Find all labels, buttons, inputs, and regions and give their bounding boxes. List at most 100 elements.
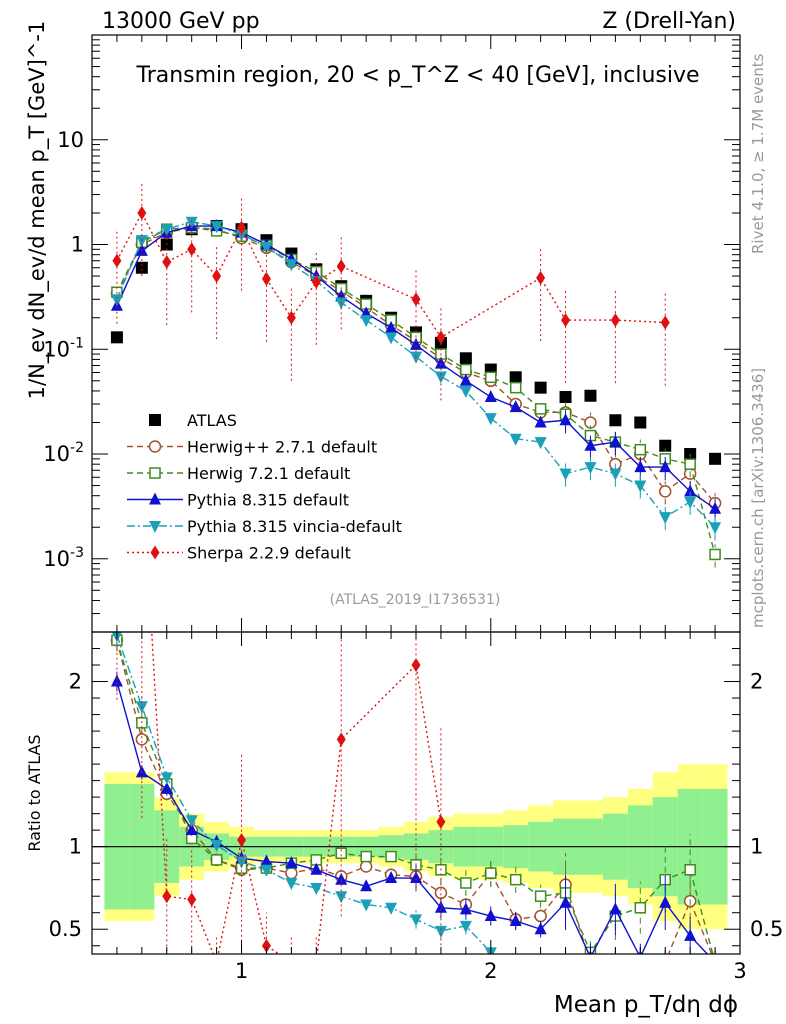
data-point	[112, 253, 122, 268]
data-point	[310, 882, 323, 895]
data-point	[509, 873, 522, 886]
data-point	[559, 391, 572, 404]
data-point	[434, 371, 447, 384]
legend: ATLAS Herwig++ 2.7.1 default Herwig 7.2.1 …	[127, 411, 402, 563]
data-point	[460, 877, 472, 889]
data-point	[635, 955, 646, 966]
data-point	[534, 415, 547, 428]
data-point	[311, 274, 321, 289]
data-point	[385, 850, 397, 863]
data-point	[212, 955, 221, 969]
data-point	[261, 938, 271, 953]
data-point	[560, 957, 572, 969]
data-point	[709, 955, 721, 967]
data-point	[584, 462, 597, 475]
legend-marker	[149, 467, 161, 479]
data-point	[110, 294, 123, 307]
main-y-axis-label: 1/N_ev dN_ev/d mean p_T [GeV]^-1	[25, 21, 50, 400]
data-point	[485, 867, 497, 879]
header-left: 13000 GeV pp	[102, 9, 260, 34]
data-point	[684, 928, 697, 941]
data-point	[684, 458, 696, 470]
legend-label: Herwig 7.2.1 default	[187, 464, 350, 483]
legend-label: Pythia 8.315 default	[187, 491, 349, 510]
data-point	[536, 270, 546, 285]
data-point	[610, 955, 621, 966]
ratio-y-axis-label: Ratio to ATLAS	[25, 734, 44, 851]
legend-marker	[149, 521, 161, 533]
data-point	[509, 400, 522, 413]
data-point	[509, 913, 522, 926]
data-point	[260, 241, 273, 254]
legend-label: Sherpa 2.2.9 default	[187, 544, 351, 563]
data-point	[509, 381, 522, 394]
data-point	[385, 320, 398, 333]
ratio-ticks: 1 2 30.5 0.51 12 2	[49, 632, 783, 983]
data-point	[359, 860, 373, 873]
data-point	[709, 957, 721, 969]
data-point	[659, 512, 672, 525]
data-point	[335, 847, 347, 860]
data-point	[212, 269, 222, 284]
data-point	[436, 330, 446, 345]
data-point	[459, 352, 472, 365]
main-title: Transmin region, 20 < p_T^Z < 40 [GeV], …	[135, 63, 699, 88]
ratio-y-tick-label: 0.5	[49, 917, 82, 941]
data-point	[510, 957, 522, 969]
legend-label: ATLAS	[187, 411, 237, 430]
data-point	[336, 259, 346, 274]
data-point	[584, 438, 597, 451]
ratio-y-tick-label: 2	[69, 670, 82, 694]
data-point	[285, 259, 298, 272]
data-point	[658, 485, 672, 498]
data-point	[659, 460, 672, 473]
data-point	[137, 205, 147, 220]
data-point	[235, 856, 248, 869]
data-point	[434, 900, 447, 913]
data-point	[609, 957, 621, 969]
y-tick-label: 1	[71, 233, 84, 257]
legend-label: Herwig++ 2.7.1 default	[187, 438, 377, 457]
data-point	[360, 850, 372, 863]
data-point	[459, 385, 472, 398]
data-point	[484, 909, 497, 922]
data-point	[385, 332, 398, 345]
data-point	[709, 452, 722, 465]
data-point	[485, 371, 497, 384]
x-tick-label: 1	[235, 959, 248, 983]
data-point	[634, 480, 647, 493]
data-point	[684, 864, 696, 876]
data-point	[135, 733, 149, 746]
data-point	[559, 895, 572, 908]
data-point	[434, 925, 447, 938]
data-point	[260, 854, 273, 867]
data-point	[634, 902, 647, 914]
data-point	[609, 414, 622, 427]
data-point	[709, 548, 721, 561]
data-point	[634, 460, 647, 473]
data-point	[484, 413, 497, 426]
data-point	[210, 840, 223, 853]
data-point	[110, 674, 123, 687]
data-point	[659, 439, 672, 452]
data-point	[261, 271, 271, 286]
data-point	[135, 261, 148, 274]
data-point	[162, 255, 172, 270]
data-point	[534, 922, 547, 935]
data-point	[634, 443, 647, 456]
data-point	[360, 315, 373, 328]
y-tick-label: 10-1	[43, 335, 84, 361]
y-tick-label: 10-3	[43, 545, 84, 571]
data-point	[534, 381, 547, 394]
data-point	[185, 216, 198, 229]
ratio-y-tick-label-right: 1	[750, 835, 763, 859]
data-point	[410, 337, 422, 350]
data-point	[410, 914, 422, 927]
data-point	[287, 955, 296, 969]
data-point	[137, 452, 146, 466]
data-point	[460, 363, 472, 376]
data-point	[609, 468, 622, 481]
data-point	[610, 313, 620, 328]
header-right: Z (Drell-Yan)	[602, 9, 736, 34]
